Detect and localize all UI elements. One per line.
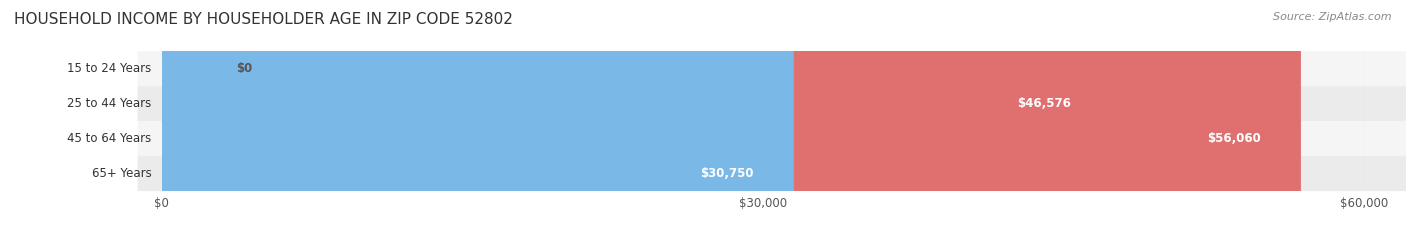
- FancyBboxPatch shape: [146, 0, 1111, 233]
- FancyBboxPatch shape: [138, 121, 1406, 156]
- Text: 65+ Years: 65+ Years: [91, 167, 152, 180]
- Text: 45 to 64 Years: 45 to 64 Years: [67, 132, 152, 145]
- Text: Source: ZipAtlas.com: Source: ZipAtlas.com: [1274, 12, 1392, 22]
- FancyBboxPatch shape: [138, 51, 1406, 86]
- Text: $30,750: $30,750: [700, 167, 754, 180]
- FancyBboxPatch shape: [138, 156, 1406, 191]
- Text: $0: $0: [236, 62, 252, 75]
- Text: 25 to 44 Years: 25 to 44 Years: [67, 97, 152, 110]
- FancyBboxPatch shape: [146, 0, 228, 233]
- FancyBboxPatch shape: [146, 0, 1301, 233]
- FancyBboxPatch shape: [146, 0, 794, 233]
- FancyBboxPatch shape: [138, 86, 1406, 121]
- Text: HOUSEHOLD INCOME BY HOUSEHOLDER AGE IN ZIP CODE 52802: HOUSEHOLD INCOME BY HOUSEHOLDER AGE IN Z…: [14, 12, 513, 27]
- Text: 15 to 24 Years: 15 to 24 Years: [67, 62, 152, 75]
- Text: $46,576: $46,576: [1017, 97, 1071, 110]
- Text: $56,060: $56,060: [1208, 132, 1261, 145]
